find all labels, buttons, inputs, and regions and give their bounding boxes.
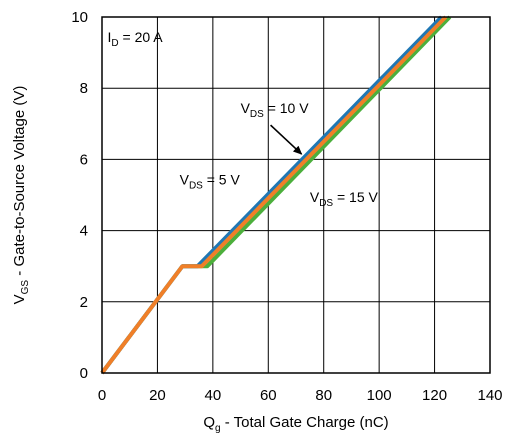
annotation-sub: D [111, 38, 118, 49]
x-axis-title-rest: - Total Gate Charge (nC) [221, 414, 389, 431]
y-tick-label: 8 [80, 80, 88, 97]
x-tick-label: 60 [260, 387, 277, 404]
annotation-sub: DS [189, 180, 203, 191]
annotation-vds5: VDS = 5 V [180, 171, 241, 191]
series-lines [100, 15, 452, 375]
series-line-3 [100, 15, 448, 375]
annotation-id: ID = 20 A [108, 29, 164, 49]
x-axis-title-main: Q [203, 414, 215, 431]
y-tick-label: 6 [80, 151, 88, 168]
y-tick-label: 2 [80, 294, 88, 311]
y-tick-labels: 0 2 4 6 8 10 [71, 9, 88, 382]
y-tick-label: 10 [71, 9, 88, 26]
x-tick-label: 20 [149, 387, 166, 404]
y-tick-label: 0 [80, 365, 88, 382]
annotation-rest: = 20 A [119, 29, 164, 45]
y-axis-title-main: V [11, 294, 28, 304]
annotation-rest: = 5 V [203, 171, 241, 187]
annotation-main: V [241, 100, 251, 116]
y-axis-title: VGS - Gate-to-Source Voltage (V) [11, 86, 31, 305]
x-tick-labels: 0 20 40 60 80 100 120 140 [98, 387, 503, 404]
y-axis-title-sub: GS [20, 280, 31, 295]
annotation-vds15: VDS = 15 V [310, 189, 379, 209]
x-tick-label: 100 [367, 387, 392, 404]
grid-lines [101, 16, 491, 374]
annotation-rest: = 15 V [333, 189, 378, 205]
x-tick-label: 0 [98, 387, 106, 404]
x-tick-label: 80 [315, 387, 332, 404]
annotation-sub: DS [250, 109, 264, 120]
x-tick-label: 120 [422, 387, 447, 404]
annotation-main: V [310, 189, 320, 205]
y-axis-title-rest: - Gate-to-Source Voltage (V) [11, 86, 28, 280]
x-tick-label: 40 [205, 387, 222, 404]
annotation-main: V [180, 171, 190, 187]
annotation-rest: = 10 V [264, 100, 309, 116]
annotation-main: I [108, 29, 112, 45]
x-axis-title: Qg - Total Gate Charge (nC) [203, 414, 388, 434]
annotation-arrow [270, 124, 303, 155]
x-tick-label: 140 [477, 387, 502, 404]
series-line-1 [100, 15, 452, 375]
plot-frame [101, 16, 491, 374]
x-axis-title-sub: g [215, 423, 221, 434]
y-tick-label: 4 [80, 223, 88, 240]
annotation-vds10: VDS = 10 V [241, 100, 310, 120]
annotation-sub: DS [319, 198, 333, 209]
